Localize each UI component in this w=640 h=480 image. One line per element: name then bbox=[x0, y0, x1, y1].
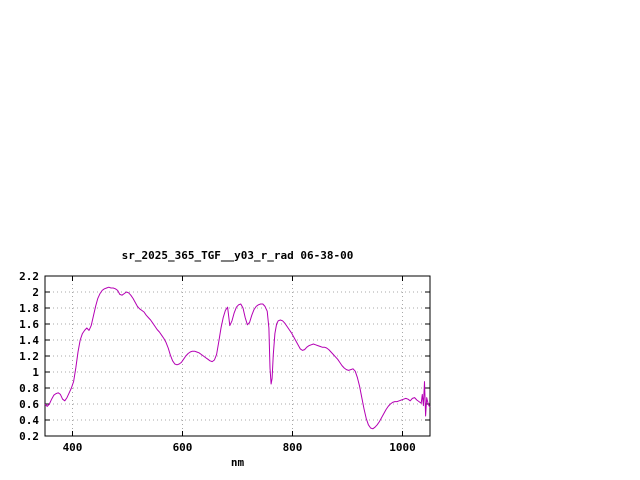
y-tick-label: 1.2 bbox=[19, 350, 39, 363]
y-tick-label: 0.8 bbox=[19, 382, 39, 395]
data-line bbox=[44, 286, 431, 430]
y-tick-label: 1 bbox=[32, 366, 39, 379]
y-tick-label: 0.6 bbox=[19, 398, 39, 411]
y-tick-label: 2 bbox=[32, 286, 39, 299]
y-tick-label: 0.2 bbox=[19, 430, 39, 443]
y-tick-label: 1.4 bbox=[19, 334, 39, 347]
y-tick-label: 0.4 bbox=[19, 414, 39, 427]
x-tick-label: 1000 bbox=[389, 441, 416, 454]
x-axis-label: nm bbox=[230, 456, 245, 469]
y-tick-label: 1.8 bbox=[19, 302, 39, 315]
x-tick-label: 400 bbox=[63, 441, 83, 454]
y-tick-label: 2.2 bbox=[19, 270, 39, 283]
y-tick-label: 1.6 bbox=[19, 318, 39, 331]
x-tick-label: 600 bbox=[173, 441, 193, 454]
chart-title: sr_2025_365_TGF__y03_r_rad 06-38-00 bbox=[121, 249, 354, 262]
x-tick-label: 800 bbox=[283, 441, 303, 454]
